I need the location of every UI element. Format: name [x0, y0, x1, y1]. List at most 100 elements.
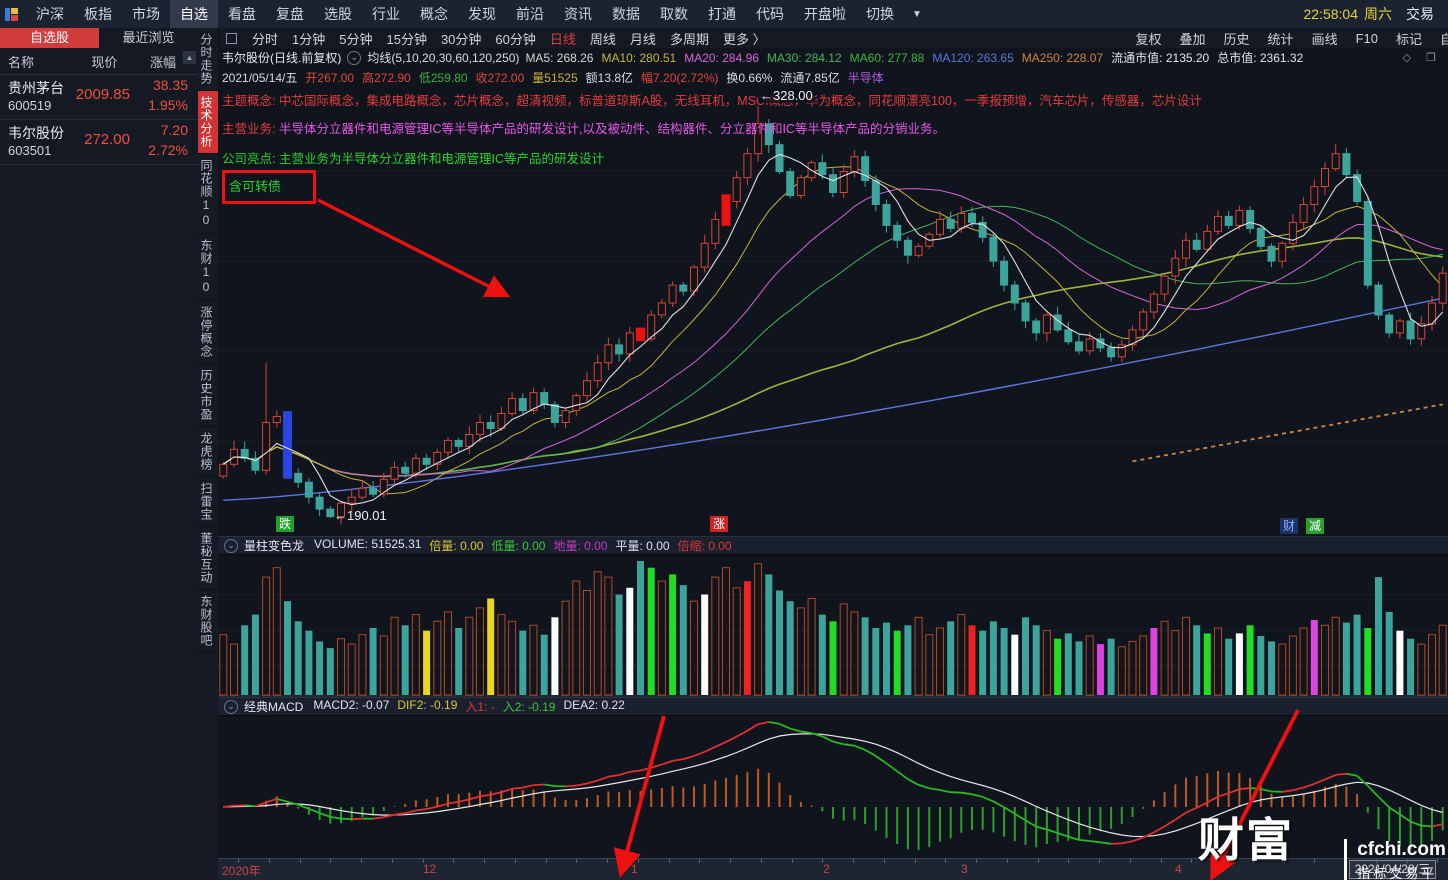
axis-tickmark: [391, 859, 393, 863]
side-tab-9[interactable]: 东财股吧: [198, 590, 218, 653]
watchlist-column-2[interactable]: 涨幅: [150, 54, 177, 70]
axis-tickmark: [760, 859, 762, 863]
axis-tickmark: [361, 859, 362, 863]
axis-tickmark: [822, 859, 824, 863]
side-tab-3[interactable]: 东财10: [198, 234, 218, 301]
side-tab-7[interactable]: 扫雷宝: [198, 477, 218, 527]
axis-tickmark: [637, 859, 639, 863]
side-tab-1[interactable]: 技术分析: [198, 91, 218, 154]
side-tab-8[interactable]: 董秘互动: [198, 527, 218, 590]
menu-item-8[interactable]: 概念: [420, 6, 448, 22]
menu-item-14[interactable]: 打通: [708, 6, 736, 22]
period-tab-1[interactable]: 1分钟: [292, 31, 326, 47]
watchlist-row-600519[interactable]: 贵州茅台 600519 2009.85 38.35 1.95%: [0, 74, 198, 120]
axis-tickmark: [914, 859, 916, 863]
macd-collapse-icon[interactable]: ⌄: [224, 699, 238, 714]
volume-value-5: 倍缩: 0.00: [677, 539, 732, 553]
watchlist-column-1[interactable]: 现价: [91, 54, 118, 70]
collapse-caret-icon[interactable]: ⌄: [347, 51, 362, 65]
menu-item-3[interactable]: 自选: [170, 0, 218, 28]
period-tab-2[interactable]: 5分钟: [339, 31, 373, 47]
tool-2[interactable]: 历史: [1223, 31, 1250, 47]
menu-item-7[interactable]: 行业: [372, 6, 400, 22]
candlestick-chart[interactable]: 主题概念: 中芯国际概念，集成电路概念，芯片概念，超清视频，标普道琼斯A股，无线…: [218, 88, 1448, 536]
side-tab-0[interactable]: 分时走势: [198, 28, 218, 91]
layout-icon[interactable]: [226, 32, 237, 44]
tool-6[interactable]: 标记: [1395, 31, 1422, 47]
period-tab-8[interactable]: 月线: [629, 31, 656, 47]
menu-item-2[interactable]: 市场: [132, 6, 160, 22]
menu-item-15[interactable]: 代码: [756, 6, 784, 22]
axis-tickmark: [730, 859, 731, 863]
tool-1[interactable]: 叠加: [1179, 31, 1206, 47]
time-axis[interactable]: 2020年 12 1 2 3 4 2021/04/28/三: [218, 858, 1448, 880]
period-tab-5[interactable]: 60分钟: [495, 31, 536, 47]
watchlist-tab-1[interactable]: 最近浏览: [122, 30, 175, 45]
ohlc-item-10: 半导体: [847, 71, 884, 85]
period-tab-9[interactable]: 多周期: [669, 31, 709, 47]
pane-corner-icons[interactable]: ◇ ❐: [1402, 52, 1442, 64]
watermark-subtitle: 指标交易平台: [1357, 866, 1438, 880]
menu-item-16[interactable]: 开盘啦: [804, 6, 846, 22]
volume-collapse-icon[interactable]: ⌄: [224, 538, 238, 553]
tool-7[interactable]: 自: [1440, 31, 1448, 47]
stock-code: 600519: [8, 98, 52, 113]
tool-5[interactable]: F10: [1355, 30, 1378, 46]
period-tab-4[interactable]: 30分钟: [440, 31, 482, 47]
tool-4[interactable]: 画线: [1311, 31, 1338, 47]
menu-item-5[interactable]: 复盘: [276, 6, 304, 22]
ohlc-item-0: 2021/05/14/五: [222, 71, 298, 85]
axis-tickmark: [1314, 859, 1316, 863]
menu-item-11[interactable]: 资讯: [564, 6, 592, 22]
ma-value-5: MA120: 263.65: [932, 51, 1014, 65]
menu-item-10[interactable]: 前沿: [516, 6, 544, 22]
menu-item-13[interactable]: 取数: [660, 6, 688, 22]
menu-item-4[interactable]: 看盘: [228, 6, 256, 22]
top-menu: 沪深 板指 市场 自选 看盘 复盘 选股 行业 概念 发现 前沿 资讯 数据 取数 打通 代码 开盘啦 切换: [26, 0, 904, 28]
watchlist-row-603501[interactable]: 韦尔股份 603501 272.00 7.20 2.72%: [0, 119, 198, 165]
axis-tickmark: [1375, 859, 1377, 863]
side-tab-2[interactable]: 同花顺10: [198, 154, 218, 234]
volume-value-3: 地量: 0.00: [553, 539, 608, 553]
ma-values: MA5: 268.26 MA10: 280.51 MA20: 284.96 MA30:…: [525, 48, 1111, 68]
tool-3[interactable]: 统计: [1267, 31, 1294, 47]
period-tab-3[interactable]: 15分钟: [386, 31, 427, 47]
period-tab-0[interactable]: 分时: [252, 31, 279, 47]
side-tab-4[interactable]: 涨停概念: [198, 301, 218, 364]
side-tab-5[interactable]: 历史市盈: [198, 364, 218, 427]
axis-tickmark: [668, 859, 670, 863]
ohlc-item-3: 低259.80: [418, 71, 468, 85]
side-tab-6[interactable]: 龙虎榜: [198, 427, 218, 477]
menu-dropdown-icon[interactable]: ▼: [912, 8, 922, 20]
period-tab-7[interactable]: 周线: [589, 31, 616, 47]
menu-item-0[interactable]: 沪深: [36, 6, 64, 22]
market-caps: 流通市值: 2135.20 总市值: 2361.32: [1111, 48, 1311, 68]
watchlist-column-0[interactable]: 名称: [8, 54, 35, 70]
menu-item-1[interactable]: 板指: [84, 6, 112, 22]
stock-change: 38.35: [152, 77, 188, 93]
side-tab-strip: 分时走势 技术分析 同花顺10 东财10 涨停概念 历史市盈 龙虎榜 扫雷宝 董秘互动 东财股吧: [198, 28, 219, 880]
ohlc-item-6: 额13.8亿: [585, 71, 634, 85]
axis-tick-4: 4: [1175, 862, 1182, 876]
axis-tickmark: [330, 859, 332, 863]
menu-item-9[interactable]: 发现: [468, 6, 496, 22]
axis-tickmark: [1129, 859, 1131, 863]
axis-tickmark: [853, 859, 854, 863]
volume-chart[interactable]: [218, 553, 1448, 697]
period-tab-6[interactable]: 日线: [549, 31, 576, 47]
menu-item-6[interactable]: 选股: [324, 6, 352, 22]
tool-0[interactable]: 复权: [1135, 31, 1162, 47]
business-annotation: 主营业务: 半导体分立器件和电源管理IC等半导体产品的研发设计,以及被动件、结构…: [222, 122, 945, 136]
ohlc-item-8: 换0.66%: [726, 71, 773, 85]
menu-item-17[interactable]: 切换: [866, 6, 894, 22]
watchlist-tab-0[interactable]: 自选股: [0, 28, 99, 48]
scroll-up-button[interactable]: ▲: [183, 51, 196, 64]
axis-tickmark: [1068, 859, 1070, 863]
ma-value-4: MA60: 277.88: [849, 51, 925, 65]
volume-value-1: 倍量: 0.00: [429, 539, 484, 553]
convertible-bond-box: 含可转债: [222, 170, 316, 204]
period-tab-10[interactable]: 更多 〉: [722, 31, 766, 47]
menu-item-12[interactable]: 数据: [612, 6, 640, 22]
trade-button[interactable]: 交易: [1406, 6, 1434, 22]
chart-tools: 复权 叠加 历史 统计 画线 F10 标记 自: [1127, 29, 1448, 48]
